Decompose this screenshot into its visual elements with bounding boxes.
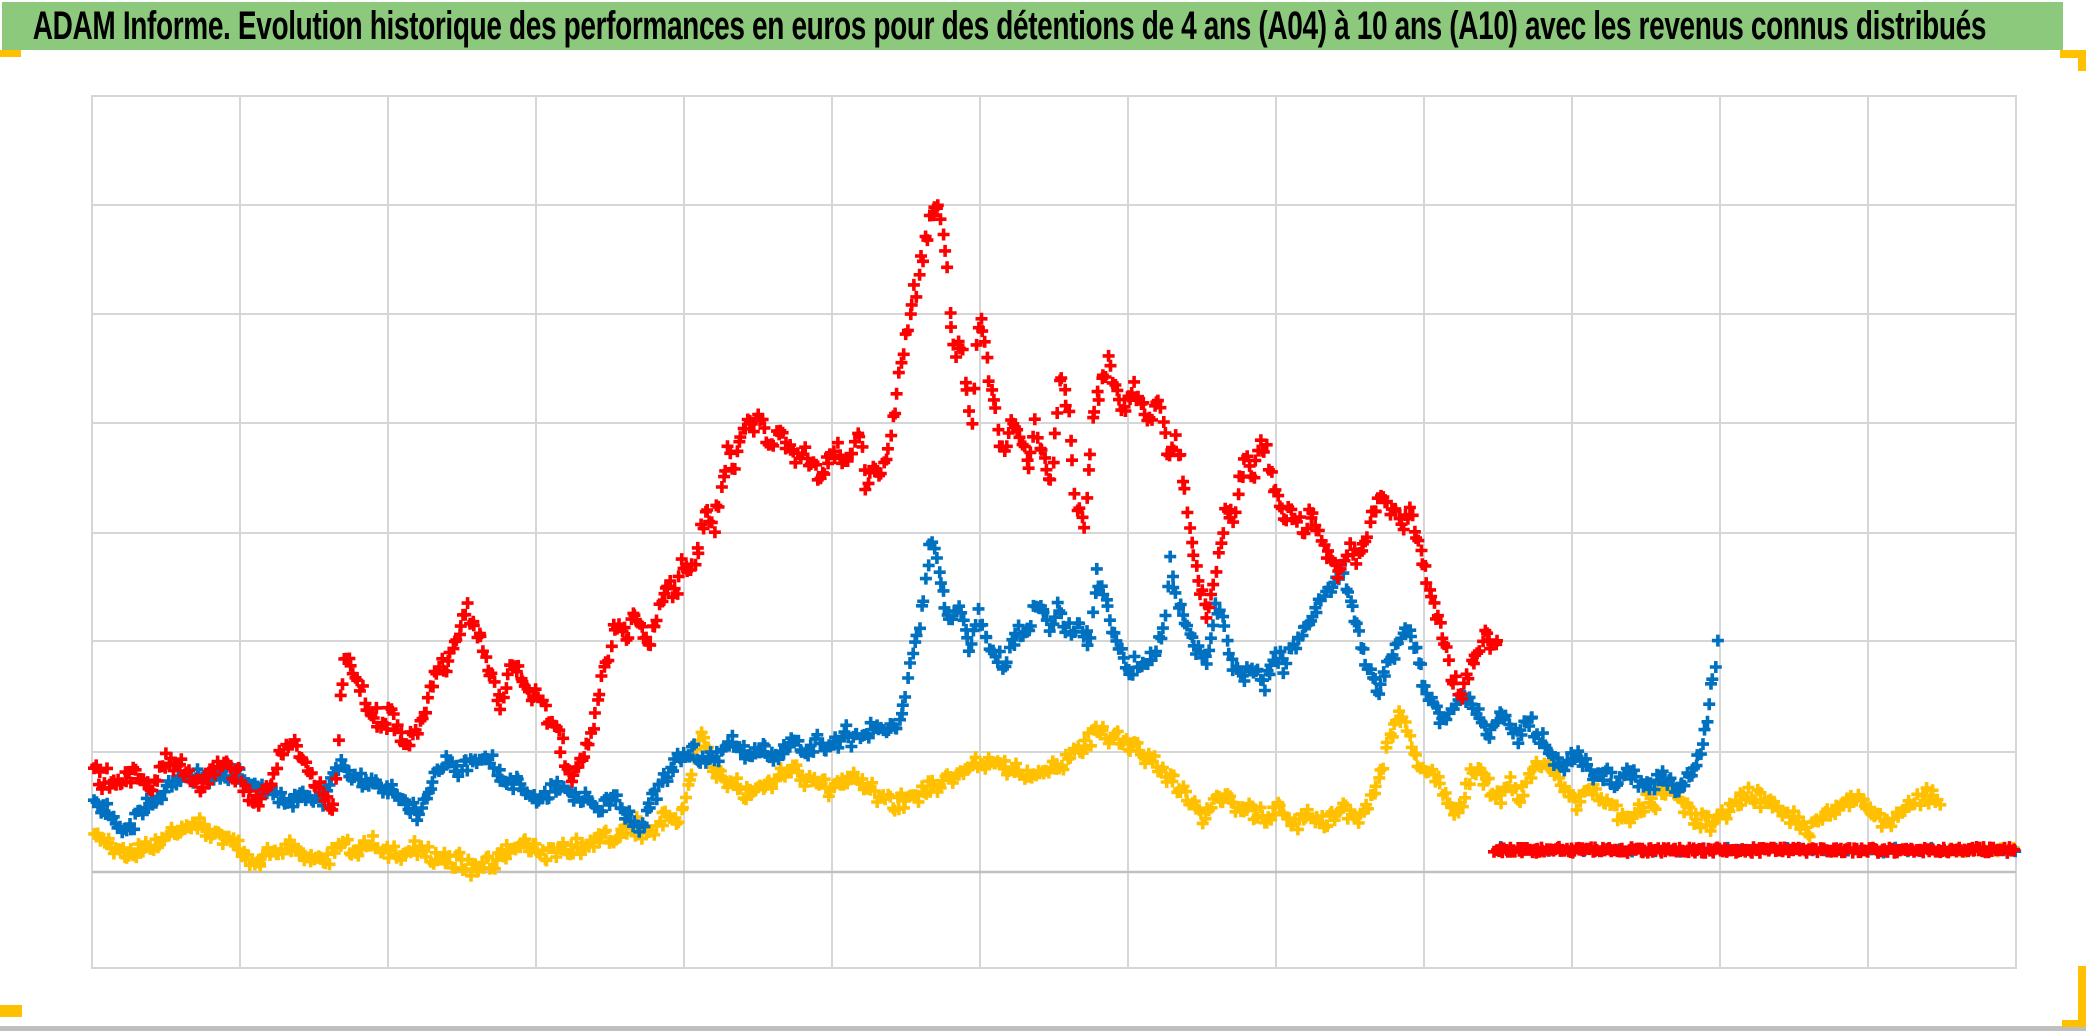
red-series xyxy=(88,199,2021,859)
corner-bracket-top-right-vertical xyxy=(2078,50,2086,71)
corner-bracket-bottom-right-horizontal xyxy=(2062,1020,2086,1027)
chart-title-text: ADAM Informe. Evolution historique des p… xyxy=(32,3,1987,48)
freeze-pane-mark-top-left xyxy=(0,50,21,57)
chart-title-cell[interactable]: ADAM Informe. Evolution historique des p… xyxy=(2,2,2063,50)
yellow-series xyxy=(88,705,2020,882)
corner-bracket-top-right-horizontal xyxy=(2060,50,2086,58)
freeze-pane-mark-bottom-left xyxy=(0,1005,22,1017)
bottom-rule xyxy=(0,1026,2086,1031)
blue-series xyxy=(88,536,2022,859)
corner-bracket-bottom-right-vertical xyxy=(2078,966,2086,1026)
